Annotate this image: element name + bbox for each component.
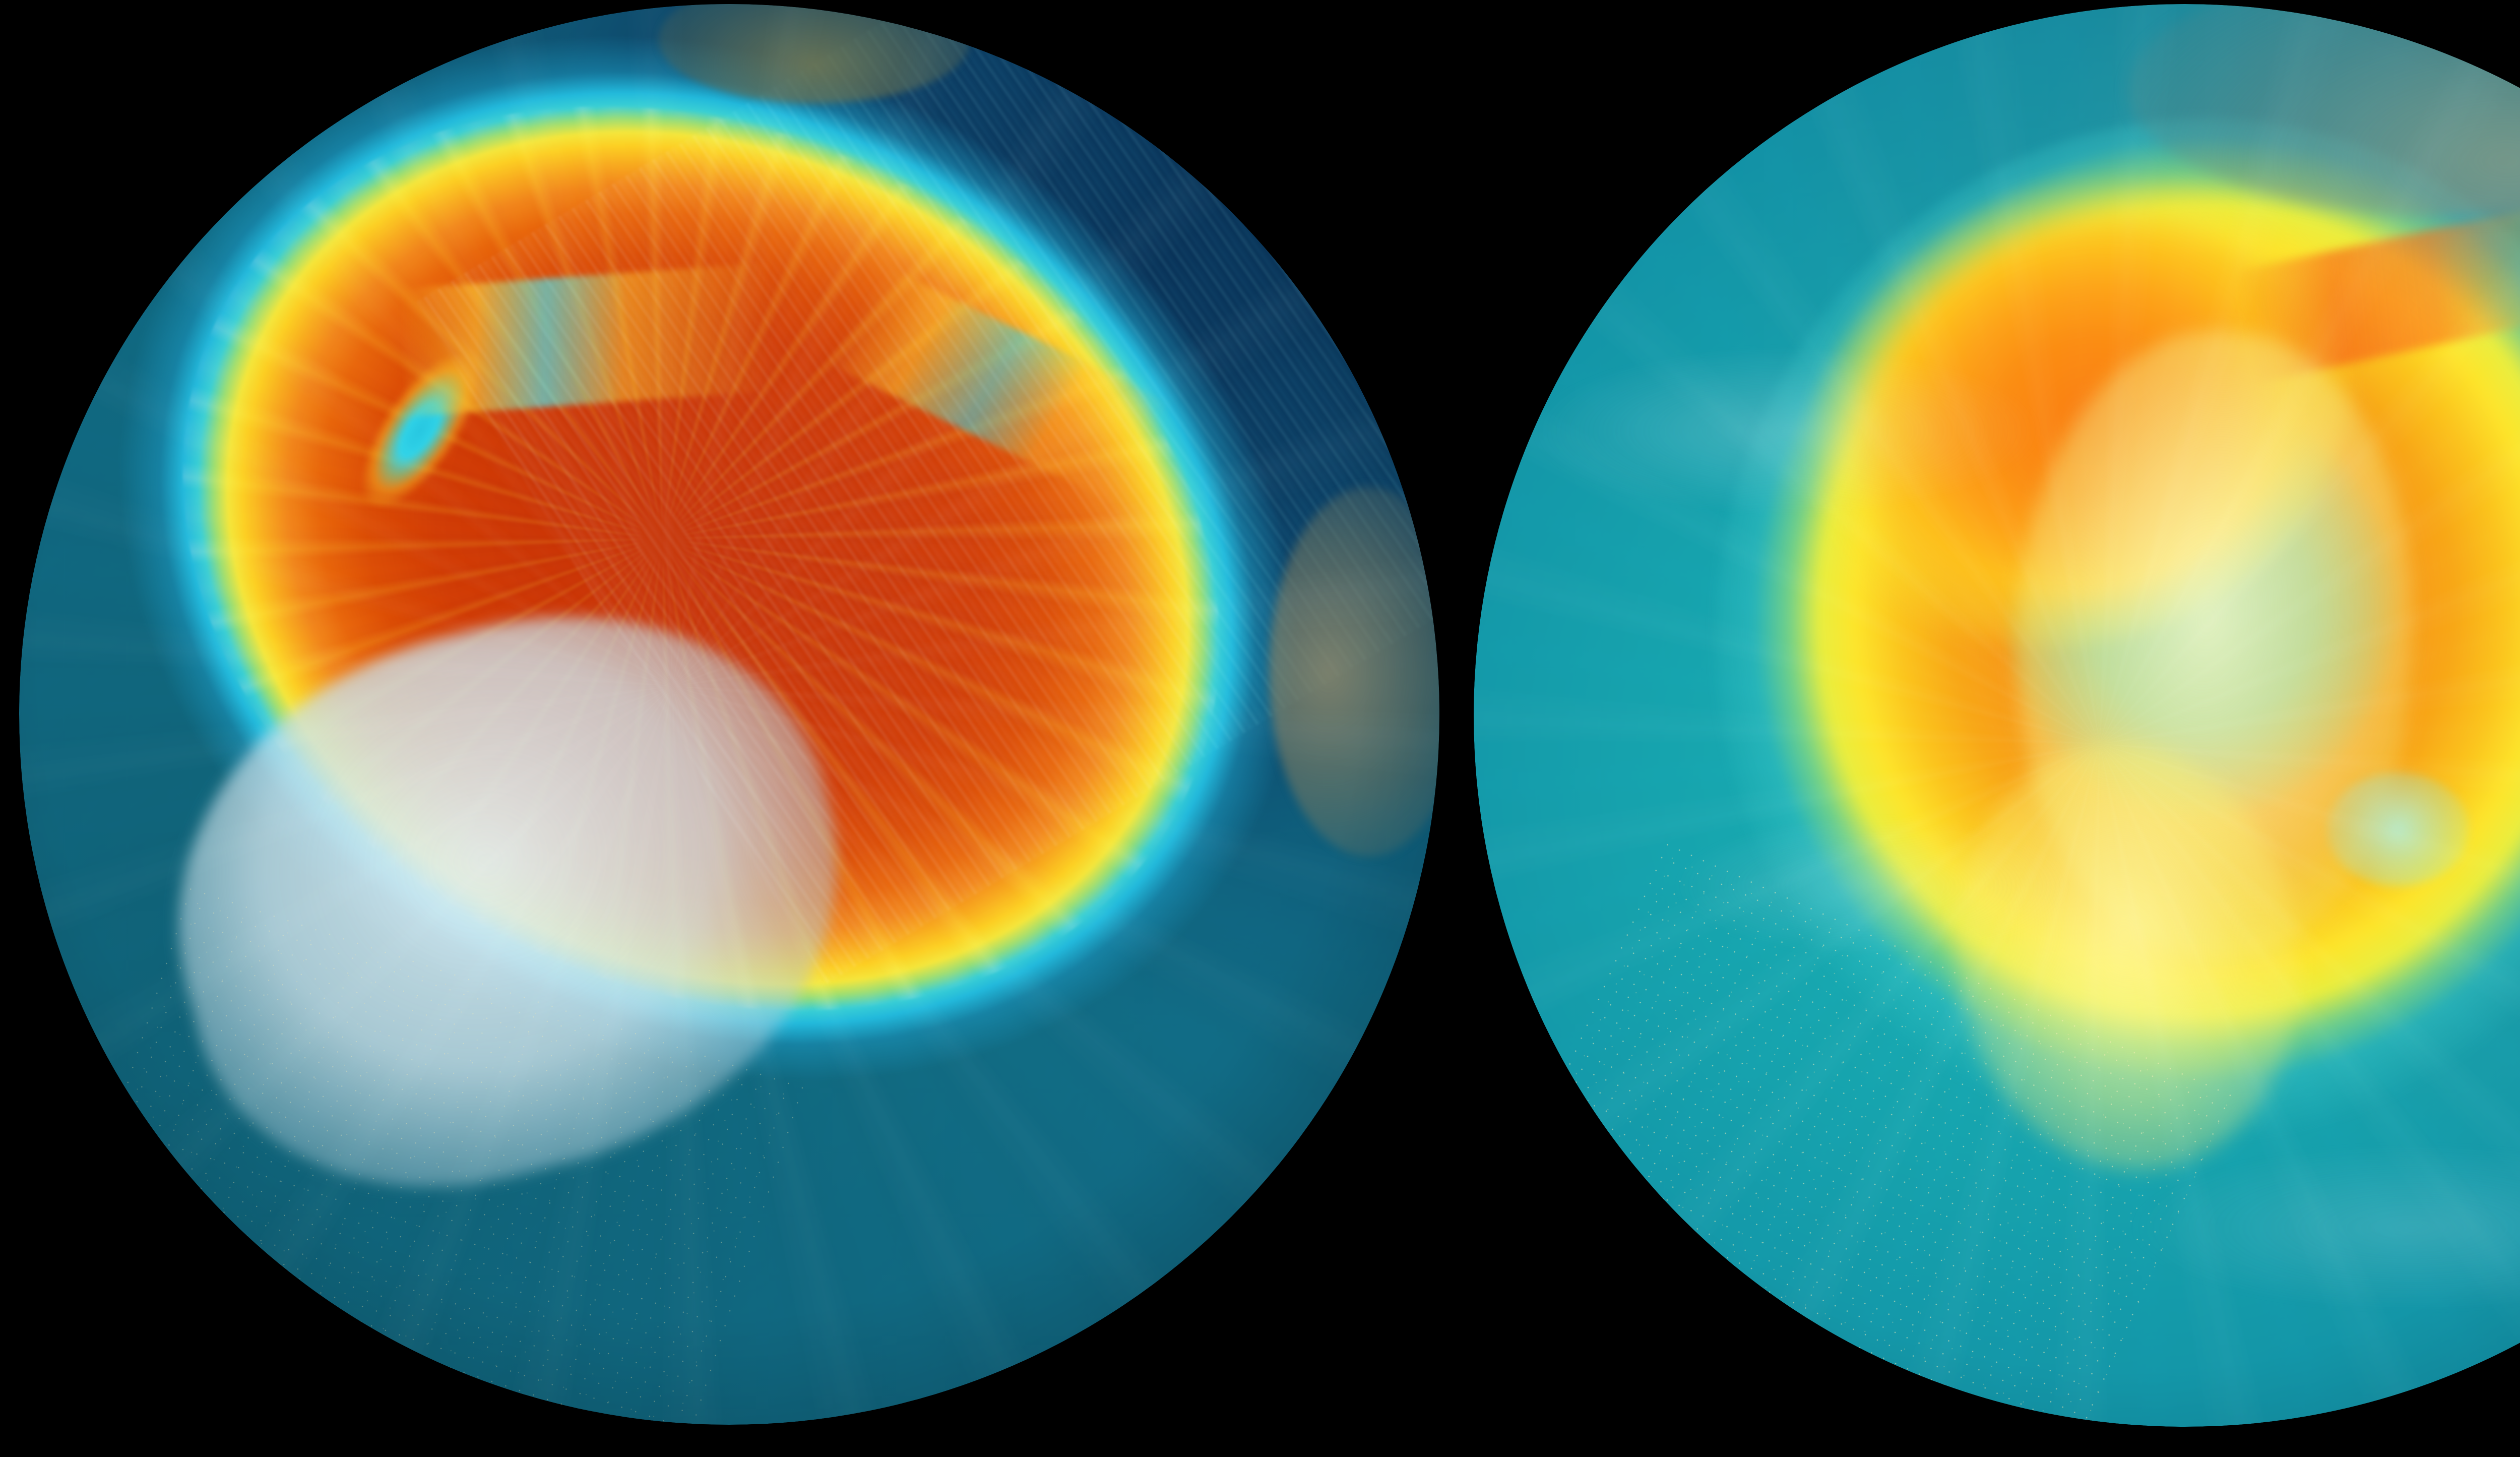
scene-description: Globe rendering with an intense red-oran… [0,0,1,1]
scene-description-right: Globe rendering with a yellow-orange hor… [0,0,1,1]
arctic-polar-vortex-globe[interactable] [1474,4,2520,1427]
limb-darkening-left [19,4,1439,1425]
antarctic-polar-vortex-globe[interactable] [19,4,1439,1425]
